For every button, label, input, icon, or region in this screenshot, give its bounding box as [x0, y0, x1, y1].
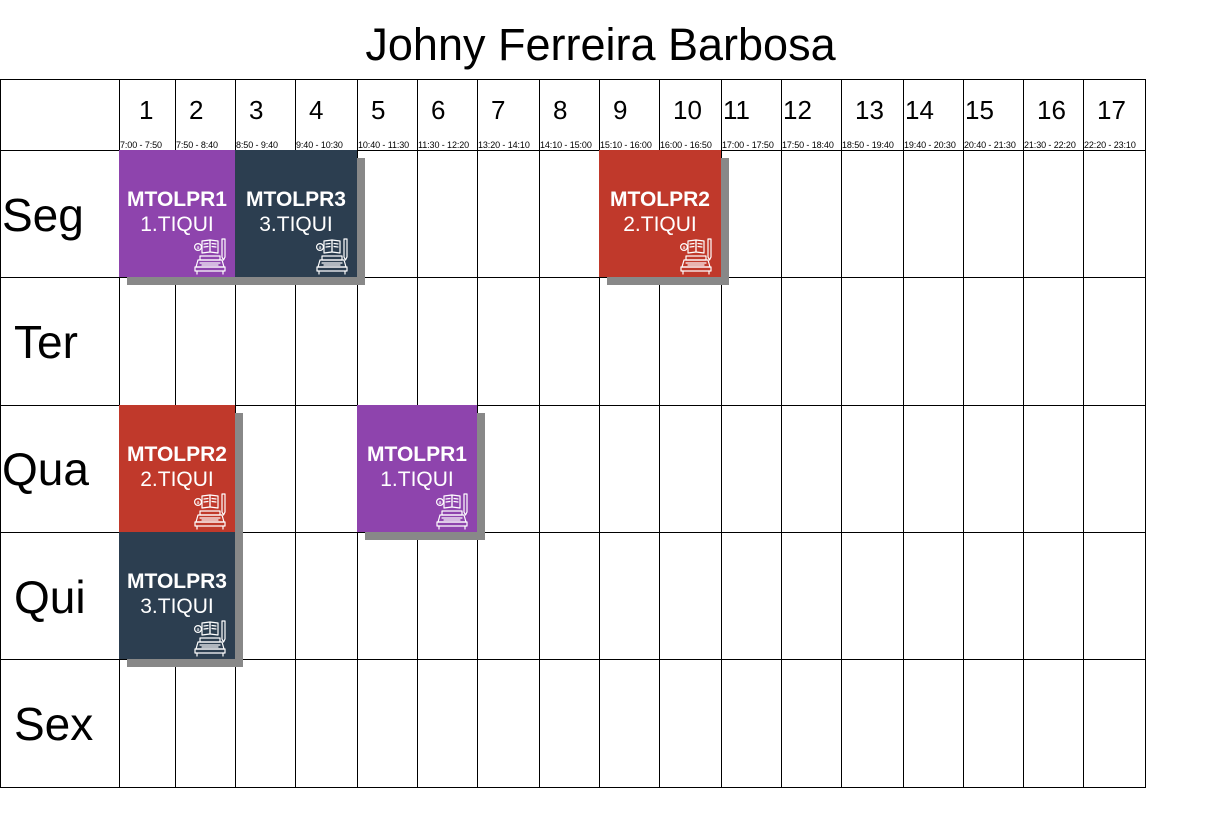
grid-vline — [1083, 79, 1084, 788]
study-desk-icon: a — [315, 237, 349, 275]
study-desk-icon: a — [435, 492, 469, 530]
class-block[interactable]: MTOLPR2 2.TIQUI a — [119, 405, 235, 532]
period-time: 17:50 - 18:40 — [782, 140, 834, 150]
class-code: MTOLPR3 — [246, 188, 346, 211]
period-number: 16 — [1037, 95, 1066, 125]
grid-vline — [539, 79, 540, 788]
grid-hline — [0, 79, 1146, 80]
study-desk-icon: a — [193, 237, 227, 275]
class-block[interactable]: MTOLPR1 1.TIQUI a — [357, 405, 477, 532]
period-number: 8 — [553, 95, 568, 125]
period-time: 15:10 - 16:00 — [600, 140, 652, 150]
grid-hline — [0, 405, 1146, 406]
grid-hline — [0, 277, 1146, 278]
class-group: 3.TIQUI — [140, 595, 214, 618]
period-time: 7:50 - 8:40 — [176, 140, 218, 150]
class-code: MTOLPR3 — [127, 570, 227, 593]
grid-vline — [781, 79, 782, 788]
class-group: 2.TIQUI — [623, 213, 697, 236]
grid-vline — [841, 79, 842, 788]
svg-text:a: a — [438, 500, 441, 506]
class-block[interactable]: MTOLPR3 3.TIQUI a — [119, 532, 235, 659]
period-number: 6 — [431, 95, 446, 125]
svg-text:a: a — [196, 627, 199, 633]
period-number: 15 — [965, 95, 994, 125]
day-label: Qua — [2, 443, 89, 495]
period-number: 10 — [673, 95, 702, 125]
study-desk-icon: a — [193, 492, 227, 530]
period-time: 8:50 - 9:40 — [236, 140, 278, 150]
period-number: 3 — [249, 95, 264, 125]
period-number: 9 — [613, 95, 628, 125]
svg-text:a: a — [682, 245, 685, 251]
period-time: 10:40 - 11:30 — [358, 140, 410, 150]
class-block[interactable]: MTOLPR1 1.TIQUI a — [119, 150, 235, 277]
grid-hline — [0, 659, 1146, 660]
class-group: 3.TIQUI — [259, 213, 333, 236]
period-number: 4 — [309, 95, 324, 125]
period-number: 7 — [491, 95, 506, 125]
class-block[interactable]: MTOLPR2 2.TIQUI a — [599, 150, 721, 277]
grid-vline — [1145, 79, 1146, 788]
period-time: 7:00 - 7:50 — [120, 140, 162, 150]
grid-vline — [0, 79, 1, 788]
study-desk-icon: a — [679, 237, 713, 275]
grid-hline — [0, 532, 1146, 533]
svg-text:a: a — [196, 500, 199, 506]
class-group: 1.TIQUI — [380, 468, 454, 491]
period-number: 12 — [783, 95, 812, 125]
day-label: Qui — [14, 571, 86, 623]
period-number: 13 — [855, 95, 884, 125]
svg-text:a: a — [196, 245, 199, 251]
period-time: 20:40 - 21:30 — [964, 140, 1016, 150]
grid-hline — [0, 150, 1146, 151]
class-code: MTOLPR2 — [610, 188, 710, 211]
period-time: 22:20 - 23:10 — [1084, 140, 1136, 150]
period-number: 14 — [905, 95, 934, 125]
period-number: 5 — [371, 95, 386, 125]
day-label: Sex — [14, 698, 94, 750]
period-time: 16:00 - 16:50 — [660, 140, 712, 150]
grid-vline — [295, 79, 296, 788]
period-time: 9:40 - 10:30 — [296, 140, 343, 150]
period-time: 11:30 - 12:20 — [418, 140, 470, 150]
period-time: 21:30 - 22:20 — [1024, 140, 1076, 150]
grid-vline — [903, 79, 904, 788]
class-code: MTOLPR1 — [367, 443, 467, 466]
class-group: 2.TIQUI — [140, 468, 214, 491]
period-number: 2 — [189, 95, 204, 125]
class-code: MTOLPR1 — [127, 188, 227, 211]
svg-text:a: a — [318, 245, 321, 251]
day-label: Ter — [14, 316, 78, 368]
period-time: 18:50 - 19:40 — [842, 140, 894, 150]
grid-vline — [963, 79, 964, 788]
period-number: 11 — [723, 95, 750, 125]
grid-hline — [0, 787, 1146, 788]
period-time: 13:20 - 14:10 — [478, 140, 530, 150]
page-title: Johny Ferreira Barbosa — [365, 19, 836, 70]
day-label: Seg — [2, 189, 84, 241]
class-block[interactable]: MTOLPR3 3.TIQUI a — [235, 150, 357, 277]
grid-vline — [599, 79, 600, 788]
grid-vline — [1023, 79, 1024, 788]
study-desk-icon: a — [193, 619, 227, 657]
grid-vline — [721, 79, 722, 788]
period-number: 1 — [139, 95, 154, 125]
period-time: 14:10 - 15:00 — [540, 140, 592, 150]
grid-vline — [659, 79, 660, 788]
period-time: 19:40 - 20:30 — [904, 140, 956, 150]
period-time: 17:00 - 17:50 — [722, 140, 774, 150]
class-code: MTOLPR2 — [127, 443, 227, 466]
period-number: 17 — [1097, 95, 1126, 125]
class-group: 1.TIQUI — [140, 213, 214, 236]
